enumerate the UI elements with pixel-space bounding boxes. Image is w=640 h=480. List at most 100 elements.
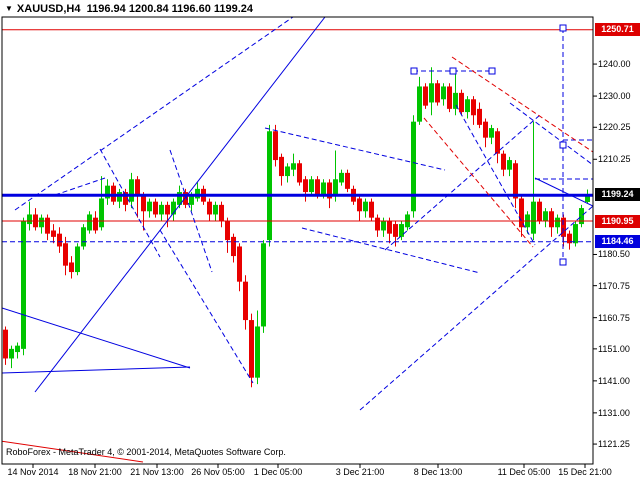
candle-81: [489, 124, 494, 145]
trendline-1[interactable]: [2, 307, 191, 369]
candle-66: [399, 220, 404, 241]
trendline-21[interactable]: [0, 440, 144, 463]
candle-71: [429, 67, 434, 116]
candle-42: [255, 310, 260, 385]
candle-91: [549, 208, 554, 237]
candle-86: [519, 195, 524, 237]
candle-48: [291, 153, 296, 177]
candle-0: [3, 326, 8, 365]
candle-88: [531, 121, 536, 241]
candle-4: [27, 201, 32, 231]
trendline-5[interactable]: [54, 177, 106, 196]
price-label-1220.25: 1220.25: [598, 122, 631, 133]
trendline-8[interactable]: [159, 229, 254, 384]
trendline-4[interactable]: [14, 17, 294, 211]
chart-title-ohlc: 1196.94 1200.84 1196.60 1199.24: [86, 3, 254, 15]
selection-handle-4[interactable]: [449, 67, 457, 75]
candle-21: [129, 172, 134, 209]
trendline-3[interactable]: [534, 177, 593, 207]
selection-handle-0[interactable]: [559, 24, 567, 32]
candle-56: [339, 169, 344, 186]
selection-handle-1[interactable]: [559, 141, 567, 149]
trendline-12[interactable]: [384, 114, 541, 251]
trendline-10[interactable]: [301, 227, 481, 274]
candle-60: [363, 198, 368, 218]
price-badge-1184.46: 1184.46: [595, 235, 640, 249]
candle-44: [267, 124, 272, 247]
symbol-dropdown-icon: ▼: [5, 4, 13, 13]
candle-1: [9, 345, 14, 369]
candle-10: [63, 236, 68, 276]
time-label: 3 Dec 21:00: [335, 467, 385, 477]
time-label: 18 Nov 21:00: [68, 467, 122, 477]
price-label-1180.50: 1180.50: [598, 249, 630, 260]
candle-28: [171, 198, 176, 221]
price-badge-1250.71: 1250.71: [595, 23, 640, 37]
candle-92: [555, 214, 560, 234]
candle-3: [21, 217, 26, 356]
candle-85: [513, 160, 518, 209]
trendline-6[interactable]: [99, 148, 161, 258]
candle-55: [333, 150, 338, 202]
selection-handle-5[interactable]: [488, 67, 496, 75]
candle-90: [543, 208, 548, 228]
time-label: 26 Nov 05:00: [191, 467, 245, 477]
time-label: 14 Nov 2014: [7, 467, 59, 477]
candle-78: [471, 96, 476, 125]
price-label-1240.00: 1240.00: [598, 59, 631, 70]
trendline-20[interactable]: [423, 117, 534, 248]
price-label-1141.00: 1141.00: [598, 375, 630, 386]
candle-20: [123, 188, 128, 212]
candle-24: [147, 198, 152, 218]
candle-34: [207, 198, 212, 221]
price-badge-1190.95: 1190.95: [595, 214, 640, 228]
price-label-1210.25: 1210.25: [598, 154, 631, 165]
candlestick-series: [3, 67, 590, 388]
candle-77: [465, 96, 470, 119]
candle-22: [135, 176, 140, 218]
candle-62: [375, 214, 380, 237]
candle-41: [249, 313, 254, 388]
candle-27: [165, 201, 170, 228]
candle-64: [387, 217, 392, 244]
copyright-text: RoboForex - MetaTrader 4, © 2001-2014, M…: [6, 447, 286, 457]
trendline-9[interactable]: [264, 127, 446, 171]
time-label: 21 Nov 13:00: [130, 467, 184, 477]
candle-12: [75, 243, 80, 276]
candle-57: [345, 169, 350, 193]
chart-frame: [1, 16, 594, 465]
candle-82: [495, 128, 500, 164]
candle-61: [369, 198, 374, 221]
candle-17: [105, 179, 110, 205]
candle-13: [81, 224, 86, 250]
candle-18: [111, 182, 116, 205]
candle-26: [159, 201, 164, 221]
trendline-19[interactable]: [451, 56, 593, 153]
candle-30: [183, 188, 188, 209]
selection-handle-2[interactable]: [559, 258, 567, 266]
candle-39: [237, 243, 242, 292]
trendline-0[interactable]: [34, 17, 326, 393]
time-label: 1 Dec 05:00: [253, 467, 303, 477]
trendline-13[interactable]: [455, 104, 536, 246]
candle-46: [279, 153, 284, 186]
trendline-14[interactable]: [509, 102, 593, 166]
candle-15: [93, 211, 98, 234]
candle-95: [573, 220, 578, 247]
candle-59: [357, 195, 362, 221]
candle-51: [309, 176, 314, 196]
candle-25: [153, 198, 158, 218]
chart-title-symbol: XAUUSD,H4: [16, 3, 81, 15]
candle-43: [261, 240, 266, 333]
trendline-2[interactable]: [2, 366, 191, 374]
candle-50: [303, 176, 308, 202]
candle-79: [477, 102, 482, 129]
trendline-11[interactable]: [359, 205, 593, 411]
trendline-7[interactable]: [169, 149, 213, 273]
selection-handle-3[interactable]: [410, 67, 418, 75]
candle-6: [39, 214, 44, 234]
candle-9: [57, 227, 62, 253]
candle-68: [411, 115, 416, 218]
